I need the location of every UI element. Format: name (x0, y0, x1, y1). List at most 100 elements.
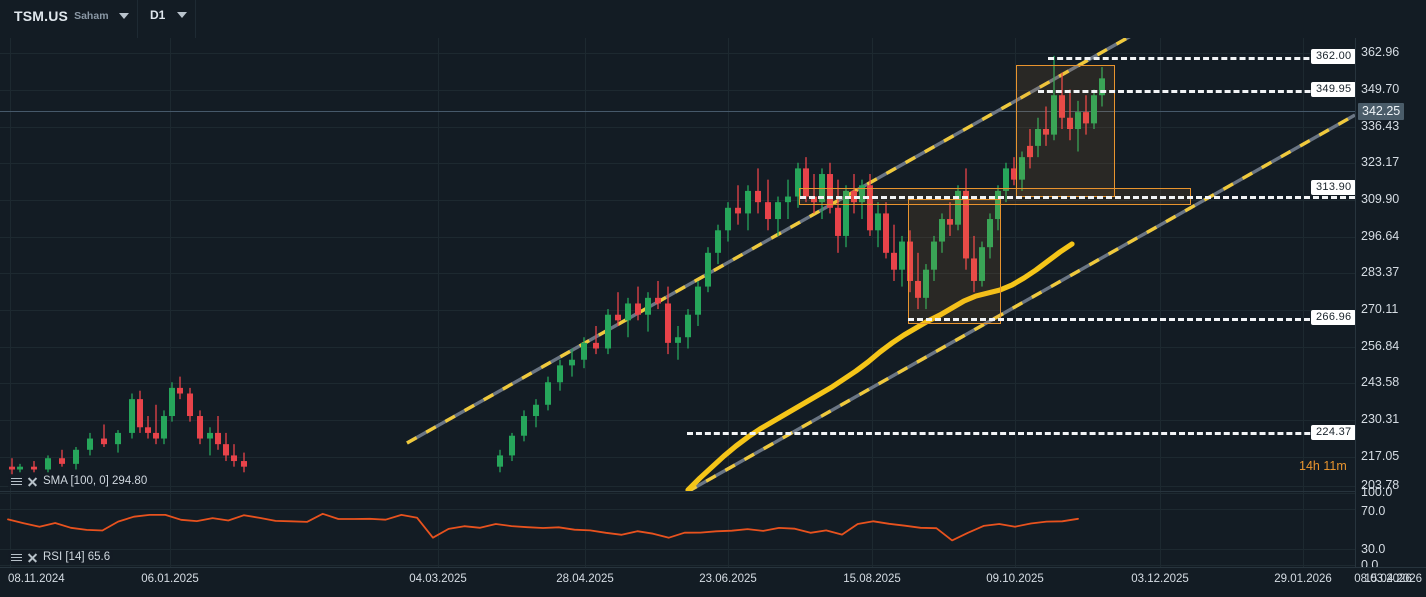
close-icon[interactable] (27, 476, 38, 487)
y-tick: 283.37 (1361, 265, 1400, 279)
countdown-minutes: 11m (1323, 459, 1347, 473)
rsi-line (7, 512, 1079, 542)
gridline-h-rsi70 (0, 509, 1355, 510)
time-axis[interactable]: 08.11.2024 06.01.2025 04.03.2025 28.04.2… (0, 568, 1426, 597)
pane-separator (0, 491, 1355, 492)
current-price-tag[interactable]: 342.25 (1358, 103, 1405, 120)
y-tick: 203.78 (1361, 478, 1400, 492)
y-tick: 296.64 (1361, 229, 1400, 243)
gridline-h (0, 237, 1355, 238)
symbol-selector[interactable]: TSM.US Saham (14, 8, 129, 24)
x-tick: 29.01.2026 (1274, 573, 1332, 585)
menu-icon[interactable] (11, 552, 22, 563)
mid-consolidation-box[interactable] (908, 199, 1001, 324)
x-tick: 09.10.2025 (986, 573, 1044, 585)
chart-header: TSM.US Saham D1 (0, 0, 1426, 38)
gridline-h (0, 486, 1355, 487)
y-tick: 309.90 (1361, 192, 1400, 206)
header-divider-2 (195, 0, 196, 38)
gridline-h (0, 127, 1355, 128)
gridline-v (1015, 8, 1016, 492)
gridline-v (438, 8, 439, 492)
gridline-v (872, 492, 873, 568)
gridline-h-rsi30 (0, 549, 1355, 550)
gridline-v (1160, 8, 1161, 492)
symbol-ticker: TSM.US (14, 8, 69, 24)
gridline-v (1160, 492, 1161, 568)
symbol-instrument-type: Saham (74, 10, 109, 22)
sma-line (685, 241, 1075, 492)
x-tick: 04.03.2025 (409, 573, 467, 585)
rsi-indicator-legend[interactable]: RSI [14] 65.6 (8, 550, 114, 564)
rsi-y-tick: 30.0 (1361, 542, 1386, 556)
gridline-h (0, 273, 1355, 274)
bar-countdown-timer: 14h 11m (1299, 459, 1347, 473)
price-chart-pane[interactable]: SMA [100, 0] 294.80 (0, 8, 1355, 492)
trend-channel-lower-line (686, 113, 1355, 492)
y-tick: 349.70 (1361, 82, 1400, 96)
gridline-h (0, 420, 1355, 421)
gridline-v (1303, 8, 1304, 492)
x-tick: 03.12.2025 (1131, 573, 1189, 585)
gridline-v (585, 8, 586, 492)
sma-legend-label: SMA [100, 0] 294.80 (43, 475, 148, 487)
close-icon[interactable] (27, 552, 38, 563)
price-tag-313[interactable]: 313.90 (1311, 180, 1357, 195)
x-tick: 15.08.2025 (843, 573, 901, 585)
axis-separator (1355, 0, 1356, 568)
chevron-down-icon[interactable] (177, 12, 188, 18)
level-line-362[interactable] (1048, 57, 1355, 60)
level-line-224[interactable] (687, 432, 1355, 435)
current-price-line (0, 111, 1355, 112)
gridline-v (170, 8, 171, 492)
gridline-v (170, 492, 171, 568)
trend-channel-upper-line (406, 12, 1171, 445)
x-tick: 06.01.2025 (141, 573, 199, 585)
x-tick: 23.06.2025 (699, 573, 757, 585)
chevron-down-icon[interactable] (118, 13, 129, 19)
gridline-v (872, 8, 873, 492)
gridline-v (438, 492, 439, 568)
gridline-h (0, 200, 1355, 201)
price-axis[interactable]: 362.96 349.70 342.25 336.43 323.17 309.9… (1355, 0, 1426, 572)
rsi-drawing-layer (7, 512, 1079, 542)
menu-icon[interactable] (11, 476, 22, 487)
chart-drawing-layer (9, 12, 1355, 492)
gridline-v (728, 8, 729, 492)
y-tick: 362.96 (1361, 45, 1400, 59)
rsi-y-tick: 70.0 (1361, 504, 1386, 518)
y-tick: 217.05 (1361, 449, 1400, 463)
y-tick: 270.11 (1361, 302, 1399, 316)
x-tick: 08.03.2026 (1354, 573, 1412, 585)
gridline-h (0, 457, 1355, 458)
price-tag-362[interactable]: 362.00 (1311, 49, 1357, 64)
gridline-h (0, 163, 1355, 164)
gridline-h (0, 53, 1355, 54)
level-line-266[interactable] (908, 318, 1355, 321)
sma-indicator-legend[interactable]: SMA [100, 0] 294.80 (8, 474, 151, 488)
y-tick: 336.43 (1361, 119, 1400, 133)
y-tick: 243.58 (1361, 375, 1400, 389)
price-tag-266[interactable]: 266.96 (1311, 310, 1357, 325)
timeframe-selector[interactable]: D1 (150, 8, 188, 22)
rsi-y-tick: 100.0 (1361, 485, 1393, 499)
price-tag-224[interactable]: 224.37 (1311, 425, 1357, 440)
time-axis-separator (0, 567, 1426, 568)
x-tick: 28.04.2025 (556, 573, 614, 585)
x-tick: 08.11.2024 (8, 573, 65, 585)
countdown-hours: 14h (1299, 459, 1320, 473)
level-line-349[interactable] (1038, 90, 1355, 93)
y-tick: 256.84 (1361, 339, 1400, 353)
gridline-h (0, 383, 1355, 384)
gridline-h (0, 310, 1355, 311)
rsi-legend-label: RSI [14] 65.6 (43, 551, 111, 563)
price-tag-349[interactable]: 349.95 (1311, 82, 1357, 97)
candlestick-series (9, 55, 1105, 476)
level-line-313[interactable] (800, 196, 1355, 199)
gridline-h (0, 90, 1355, 91)
rsi-chart-pane[interactable]: RSI [14] 65.6 (0, 492, 1355, 568)
upper-consolidation-box[interactable] (1016, 65, 1115, 197)
gridline-h (0, 493, 1355, 494)
header-divider-1 (137, 0, 138, 38)
